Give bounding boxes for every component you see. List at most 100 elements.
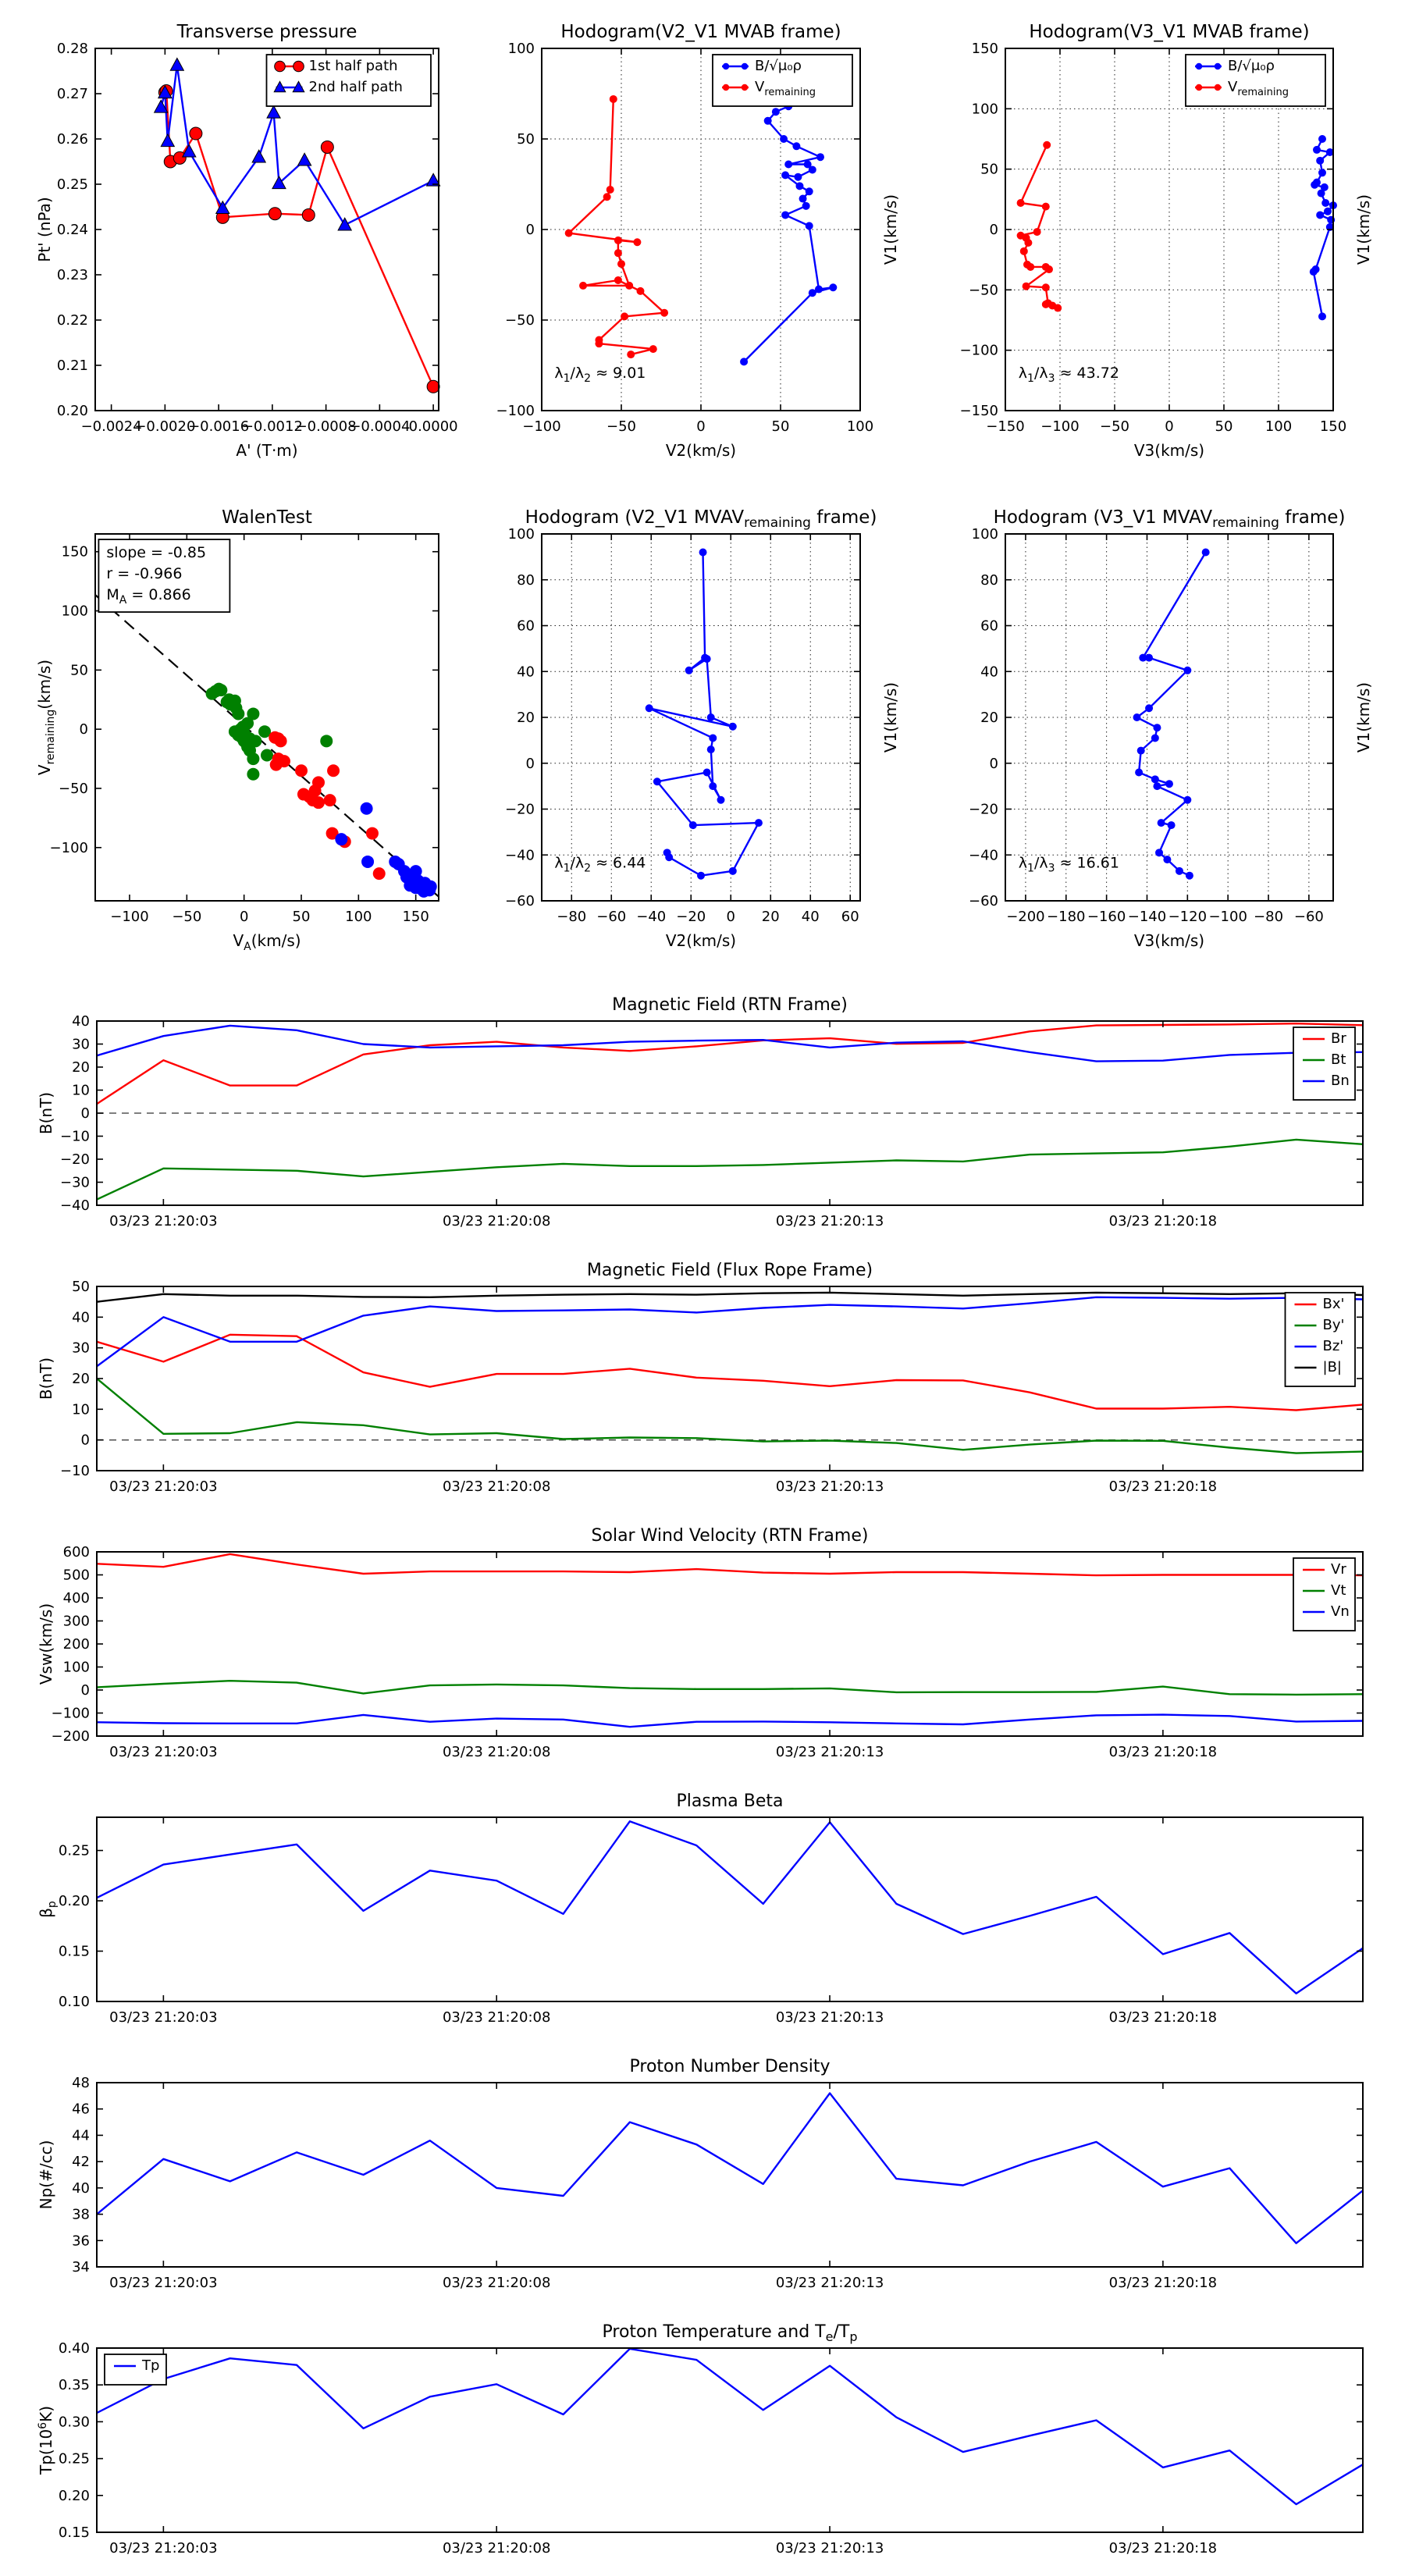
y-tick-label: 20 (72, 1371, 90, 1387)
x-tick-label: 03/23 21:20:08 (443, 1744, 550, 1760)
y-axis-label: B(nT) (37, 1092, 55, 1134)
y-tick-label: 20 (72, 1059, 90, 1076)
series-v-remaining-marker (1041, 262, 1050, 271)
series-velocity-path-marker (1201, 548, 1210, 557)
series-alfven-speed-marker (1320, 183, 1329, 191)
series-alfven-speed-marker (740, 358, 749, 366)
y-tick-label: 0.26 (57, 131, 88, 148)
annotation-line: MA = 0.866 (106, 586, 190, 607)
series-second-half-path-marker (266, 105, 281, 119)
series-alfven-speed-marker (795, 182, 804, 190)
chart-plasma-beta: 03/23 21:20:03 03/23 21:20:08 03/23 21:20:… (37, 1788, 1374, 2044)
annotation-box: slope = -0.85 r = -0.966 MA = 0.866 (98, 539, 231, 613)
x-tick-label: 100 (847, 418, 873, 435)
series-line-Tp (96, 2347, 1364, 2506)
y-tick-label: 150 (972, 41, 998, 57)
series-alfven-speed-marker (805, 222, 813, 230)
x-tick-label: −50 (606, 418, 636, 435)
x-axis-label: V3(km/s) (1134, 441, 1204, 460)
series-velocity-path-marker (1151, 775, 1159, 784)
annotation-text: λ1/λ3 ≈ 16.61 (1019, 855, 1119, 875)
series-mid-points-marker (215, 684, 228, 697)
chart-title: Hodogram (V3_V1 MVAVremaining frame) (994, 507, 1346, 531)
series-line-B-magnitude (96, 1291, 1364, 1303)
series-velocity-path-marker (653, 777, 661, 786)
chart-title: Proton Number Density (630, 2057, 831, 2076)
axes-frame (94, 533, 439, 902)
series-line-Br (96, 1023, 1364, 1105)
series-v-remaining-marker (1033, 228, 1041, 237)
y-tick-label: 0 (81, 1105, 90, 1122)
series-alfven-speed-marker (808, 289, 816, 297)
y-tick-label: 0.20 (57, 403, 88, 419)
series-v-remaining-marker (617, 260, 625, 269)
y-tick-label: 100 (972, 101, 998, 117)
y-tick-label: −20 (60, 1151, 90, 1168)
x-tick-label: −80 (1254, 909, 1283, 925)
series-v-remaining-marker (1016, 231, 1025, 240)
y-axis-label: V1(km/s) (1354, 194, 1373, 265)
y-tick-label: −100 (960, 343, 998, 359)
series-outer-points-marker (312, 796, 325, 809)
y-tick-label: 0.25 (59, 1843, 90, 1859)
legend-alfven-speed-marker (722, 62, 730, 70)
x-tick-label: 03/23 21:20:03 (109, 2009, 217, 2026)
y-tick-label: 40 (517, 664, 535, 680)
x-tick-label: 50 (293, 909, 311, 925)
series-second-half-path-marker (169, 57, 185, 71)
series-alfven-speed-marker (1313, 178, 1321, 187)
plot-area (97, 1552, 1363, 1736)
series-mid-points-marker (241, 717, 254, 730)
x-axis-label: A' (T·m) (236, 441, 297, 460)
y-axis-label: βp (37, 1901, 59, 1918)
chart-solar-wind-velocity: 03/23 21:20:03 03/23 21:20:08 03/23 21:20:… (37, 1522, 1374, 1778)
series-velocity-path-marker (717, 795, 725, 804)
x-axis-label: V3(km/s) (1134, 931, 1204, 950)
legend-label: 2nd half path (309, 79, 403, 95)
chart-title: Hodogram(V2_V1 MVAB frame) (560, 22, 841, 42)
series-alfven-speed-marker (1318, 312, 1326, 321)
y-tick-label: −50 (505, 312, 535, 329)
chart-title: Proton Temperature and Te/Tp (603, 2322, 858, 2344)
x-tick-label: −100 (1208, 909, 1247, 925)
x-tick-label: 03/23 21:20:08 (443, 2540, 550, 2556)
series-outer-points-marker (295, 764, 308, 777)
y-tick-label: 50 (517, 131, 535, 148)
y-tick-label: 200 (63, 1636, 90, 1653)
series-alfven-speed-marker (1316, 211, 1325, 219)
x-tick-label: 03/23 21:20:18 (1109, 1744, 1217, 1760)
series-v-remaining-marker (614, 276, 622, 284)
y-tick-label: 0.15 (59, 1944, 90, 1960)
series-velocity-path-marker (1145, 653, 1154, 662)
y-tick-label: 0.25 (57, 176, 88, 193)
legend: B/√μ₀ρ Vremaining (712, 54, 853, 107)
series-velocity-path-marker (699, 548, 707, 557)
y-tick-label: 100 (972, 526, 998, 543)
series-line-Bt (96, 1138, 1364, 1201)
x-tick-label: −50 (172, 909, 201, 925)
legend: Tp (104, 2354, 167, 2386)
series-line-Np (96, 2092, 1364, 2244)
legend-label: Br (1331, 1030, 1346, 1047)
y-axis-label: Tp(106K) (37, 2406, 55, 2475)
series-second-half-path-marker (251, 149, 267, 163)
series-alfven-speed-marker (814, 285, 823, 294)
legend-first-half-path-marker (274, 60, 286, 73)
x-tick-label: −60 (596, 909, 626, 925)
x-tick-label: −140 (1128, 909, 1166, 925)
legend-first-half-path-marker (293, 60, 304, 73)
legend: B/√μ₀ρ Vremaining (1185, 54, 1326, 107)
y-tick-label: 100 (62, 603, 88, 620)
y-axis-label: Np(#/cc) (37, 2140, 55, 2210)
chart-magnetic-field-flux-rope: 03/23 21:20:03 03/23 21:20:08 03/23 21:20:… (37, 1257, 1374, 1513)
series-alfven-speed-marker (1321, 198, 1330, 207)
y-tick-label: 400 (63, 1590, 90, 1606)
series-alfven-speed-marker (829, 283, 838, 292)
legend-label: Vt (1331, 1582, 1346, 1599)
y-tick-label: 0.20 (59, 1893, 90, 1909)
series-outer-points-marker (323, 794, 336, 807)
x-tick-label: −0.0004 (349, 418, 410, 435)
series-velocity-path-marker (728, 722, 737, 731)
y-tick-label: −100 (52, 1706, 90, 1722)
series-mid-points-marker (247, 707, 260, 720)
